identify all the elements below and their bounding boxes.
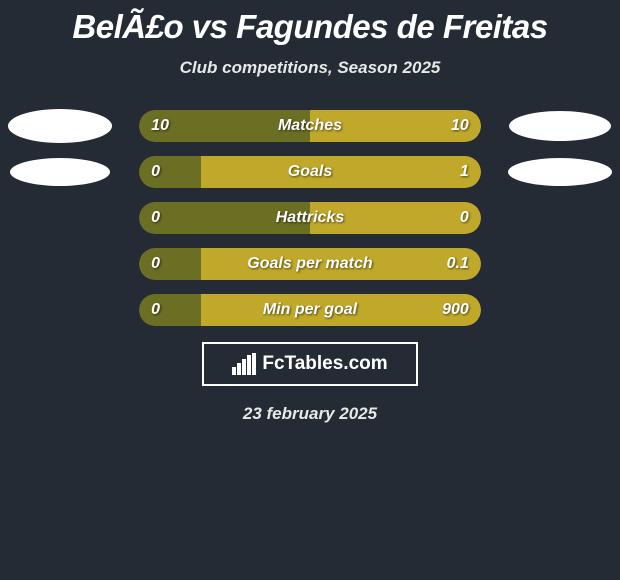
- stat-bar: 0900Min per goal: [139, 294, 481, 326]
- team-left-badge: [8, 109, 112, 143]
- fctables-logo[interactable]: FcTables.com: [202, 342, 418, 386]
- page-subtitle: Club competitions, Season 2025: [0, 58, 620, 78]
- stat-row: 01Goals: [0, 156, 620, 188]
- logo-bars-icon: [232, 353, 256, 375]
- stat-label: Hattricks: [139, 202, 481, 234]
- left-badge-slot: [0, 158, 119, 186]
- logo-text: FcTables.com: [262, 353, 387, 375]
- page-title: BelÃ£o vs Fagundes de Freitas: [0, 0, 620, 46]
- stat-rows: 1010Matches 01Goals 00Hattricks 00.1Goals p…: [0, 110, 620, 326]
- date-text: 23 february 2025: [0, 404, 620, 424]
- stat-bar: 1010Matches: [139, 110, 481, 142]
- right-badge-slot: [501, 158, 620, 186]
- stat-bar: 00.1Goals per match: [139, 248, 481, 280]
- team-right-badge: [509, 111, 611, 141]
- stat-row: 0900Min per goal: [0, 294, 620, 326]
- stat-row: 00Hattricks: [0, 202, 620, 234]
- stat-row: 00.1Goals per match: [0, 248, 620, 280]
- stat-bar: 01Goals: [139, 156, 481, 188]
- left-badge-slot: [0, 109, 119, 143]
- stat-bar: 00Hattricks: [139, 202, 481, 234]
- team-right-badge: [508, 158, 612, 186]
- team-left-badge: [10, 158, 110, 186]
- right-badge-slot: [501, 111, 620, 141]
- stat-label: Matches: [139, 110, 481, 142]
- stat-label: Min per goal: [139, 294, 481, 326]
- stat-row: 1010Matches: [0, 110, 620, 142]
- stat-label: Goals per match: [139, 248, 481, 280]
- stat-label: Goals: [139, 156, 481, 188]
